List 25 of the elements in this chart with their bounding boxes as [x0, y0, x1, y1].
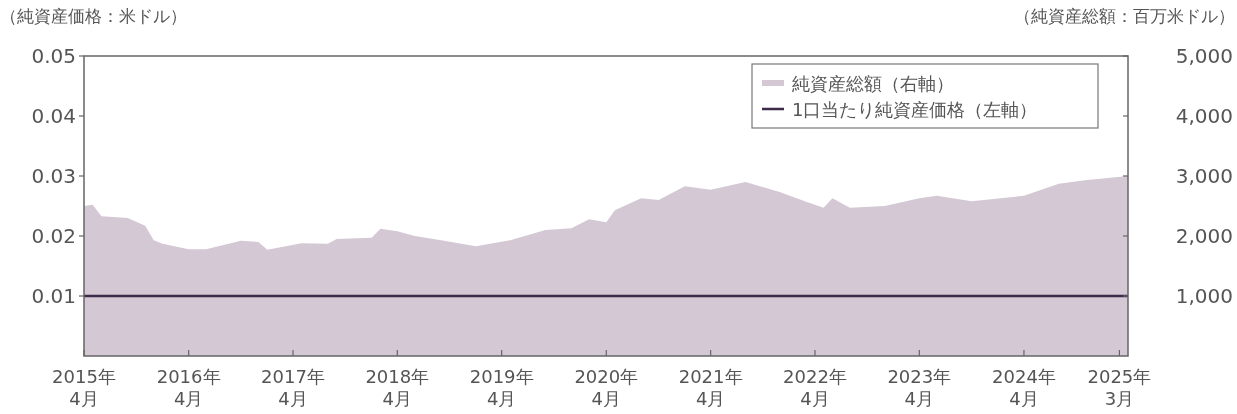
- y-tick-label: 0.03: [31, 164, 76, 188]
- x-tick-label: 2018年 4月: [365, 366, 430, 409]
- y2-tick-label: 3,000: [1175, 164, 1233, 188]
- y-tick-label: 0.01: [31, 284, 76, 308]
- y2-axis-title: （純資産総額：百万米ドル）: [1014, 6, 1235, 26]
- legend-label: 1口当たり純資産価格（左軸）: [792, 99, 1038, 120]
- y-tick-label: 0.04: [31, 104, 76, 128]
- y2-tick-label: 1,000: [1175, 284, 1233, 308]
- y2-tick-label: 5,000: [1175, 44, 1233, 68]
- x-tick-label: 2024年 4月: [992, 366, 1056, 409]
- x-tick-label: 2015年 4月: [52, 366, 116, 409]
- x-tick-label: 2022年 4月: [783, 366, 847, 409]
- x-tick-label: 2017年 4月: [261, 366, 325, 409]
- x-tick-label: 2019年 4月: [469, 366, 534, 409]
- x-tick-label: 2023年 4月: [887, 366, 952, 409]
- y-axis-title: （純資産価格：米ドル）: [0, 6, 187, 26]
- x-tick-label: 2020年 4月: [574, 366, 639, 409]
- x-tick-label: 2016年 4月: [156, 366, 221, 409]
- legend-label: 純資産総額（右軸）: [792, 73, 954, 94]
- y2-tick-label: 4,000: [1175, 104, 1233, 128]
- x-tick-label: 2021年 4月: [678, 366, 743, 409]
- y-tick-label: 0.02: [31, 224, 76, 248]
- x-tick-label: 2025年 3月: [1087, 366, 1152, 409]
- y2-tick-label: 2,000: [1175, 224, 1233, 248]
- y-tick-label: 0.05: [31, 44, 76, 68]
